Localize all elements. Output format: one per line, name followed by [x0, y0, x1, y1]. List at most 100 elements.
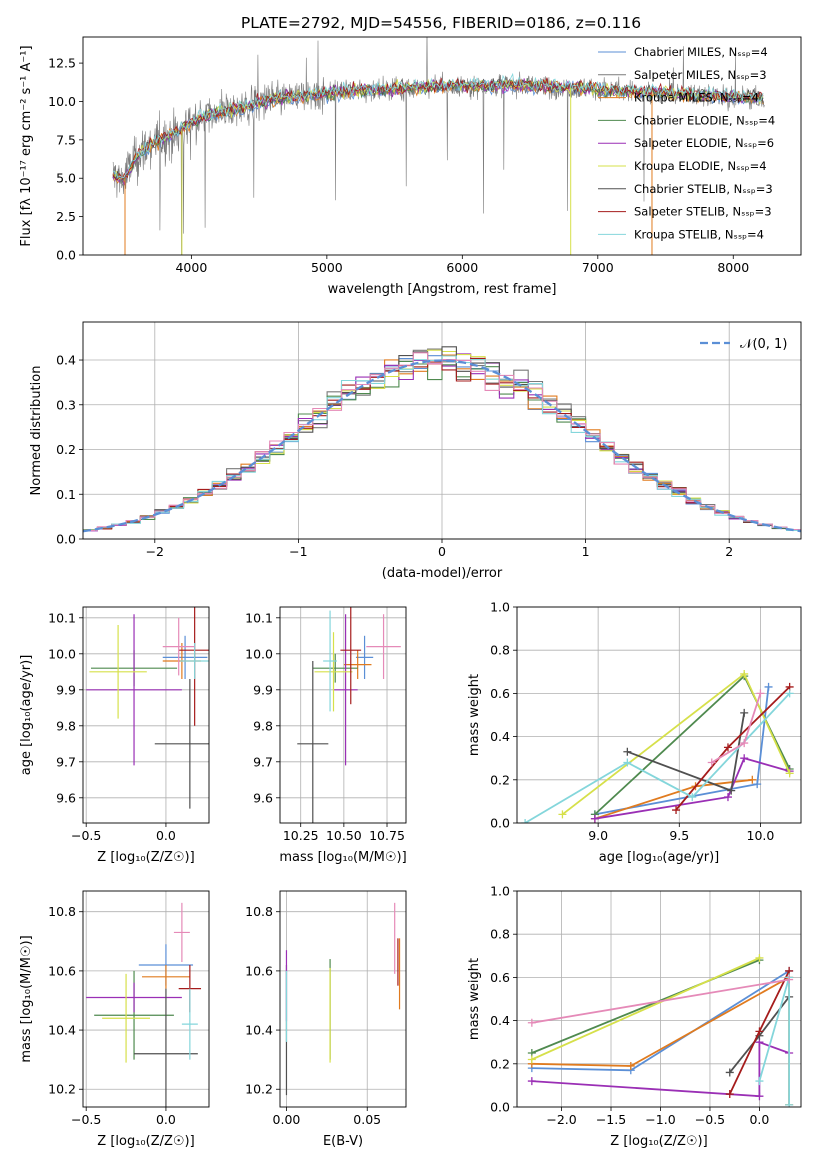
x-axis-label: E(B-V) [323, 1134, 363, 1149]
x-axis-label: Z [log₁₀(Z/Z☉)] [97, 850, 194, 865]
x-tick-label: 0.05 [353, 1112, 381, 1127]
spectrum-model-krou_stelib [112, 72, 764, 179]
legend-entry: Kroupa ELODIE, Nₛₛₚ=4 [634, 159, 767, 173]
errorbar-point [180, 643, 209, 679]
errorbar-point [134, 988, 198, 1107]
weight-marker [707, 758, 716, 767]
errorbar-point [173, 902, 190, 963]
spectrum-model-salp_stelib [112, 77, 764, 181]
x-tick-label: 0.0 [749, 1112, 769, 1127]
histogram-salp_stelib [83, 357, 801, 531]
plot-area [527, 953, 794, 1107]
weight-marker [753, 780, 762, 789]
x-tick-label: 0.0 [156, 828, 176, 843]
x-tick-label: 4000 [175, 260, 207, 275]
y-tick-label: 9.6 [56, 790, 76, 805]
legend-entry: Salpeter STELIB, Nₛₛₚ=3 [634, 205, 772, 219]
weight-marker [723, 743, 732, 752]
plot-area [112, 37, 765, 255]
x-axis-label: Z [log₁₀(Z/Z☉)] [97, 1134, 194, 1149]
x-tick-label: 1 [582, 544, 590, 559]
legend-entry: Chabrier MILES, Nₛₛₚ=4 [634, 45, 768, 59]
plot-area [297, 607, 401, 823]
weight-line-chab_miles [594, 686, 770, 816]
axes-age_vs_Z: −0.5 0.0 9.6 9.7 9.8 9.9 10.0 10.1 Z [log₁₀(Z/Z☉… [19, 606, 210, 865]
y-tick-label: 9.9 [56, 682, 76, 697]
weight-marker [725, 1068, 734, 1077]
axes-frame [516, 890, 802, 1108]
x-axis-label: age [log₁₀(age/yr)] [599, 850, 720, 865]
weight-line-extra_pink [531, 978, 790, 1024]
axes-frame [516, 606, 802, 824]
axes-frame [82, 36, 802, 256]
weight-marker [755, 1077, 764, 1086]
x-tick-label: 10.75 [369, 828, 405, 843]
errorbar-point [86, 614, 182, 766]
weight-marker [521, 819, 530, 823]
x-tick-label: 9.5 [669, 828, 689, 843]
y-tick-label: 0.2 [490, 772, 510, 787]
errorbar-point [340, 607, 362, 705]
plot-area [86, 607, 209, 809]
errorbar-point [154, 679, 209, 809]
y-tick-label: 0.2 [56, 442, 76, 457]
y-tick-label: 10.2 [48, 1082, 76, 1097]
errorbar-point [343, 650, 372, 679]
y-axis-label: mass weight [467, 674, 482, 756]
weight-marker [672, 806, 681, 815]
y-tick-label: 0.4 [490, 1013, 510, 1028]
weight-marker [723, 793, 732, 802]
plot-area [521, 669, 794, 823]
y-axis-label: Normed distribution [29, 366, 44, 496]
legend-entry: Salpeter ELODIE, Nₛₛₚ=6 [634, 136, 774, 150]
errorbar-point [366, 614, 401, 679]
axes-mass_vs_Z: −0.5 0.0 10.2 10.4 10.6 10.8 Z [log₁₀(Z/Z☉)] ma… [19, 890, 210, 1149]
weight-marker [740, 739, 749, 748]
y-tick-label: 9.7 [253, 754, 273, 769]
weight-marker [527, 1018, 536, 1027]
legend-entry: Kroupa MILES, Nₛₛₚ=4 [634, 91, 759, 105]
weight-line-salp_elodie [594, 757, 790, 820]
residual-legend: 𝒩(0, 1) [700, 337, 787, 352]
x-tick-label: −1.0 [645, 1112, 675, 1127]
weight-line-extra_pink [711, 693, 762, 764]
axes-mass_vs_ebv: 0.00 0.05 10.2 10.4 10.6 10.8 E(B-V) [245, 890, 407, 1149]
y-tick-label: 0.8 [490, 927, 510, 942]
weight-marker [623, 758, 632, 767]
y-tick-label: 9.8 [56, 718, 76, 733]
axes-frame [279, 606, 407, 824]
errorbar-point [142, 964, 190, 989]
y-tick-label: 10.1 [48, 610, 76, 625]
errorbar-point [355, 635, 374, 679]
y-tick-label: 0.6 [490, 970, 510, 985]
axes-weight_vs_Z: −2.0 −1.5 −1.0 −0.5 0.0 0.0 0.2 0.4 0.6 0.8 1.0 Z [… [467, 884, 802, 1149]
y-tick-label: 10.8 [48, 904, 76, 919]
y-axis-label: mass [log₁₀(M/M☉)] [19, 935, 34, 1062]
weight-marker [785, 1100, 794, 1107]
errorbar-point [333, 614, 358, 766]
weight-marker [748, 775, 757, 784]
weight-marker [764, 682, 773, 691]
x-tick-label: −0.5 [71, 1112, 101, 1127]
axes-residuals: −2 −1 0 1 2 0.0 0.1 0.2 0.3 0.4 (data-model)/error… [29, 321, 802, 581]
y-tick-label: 10.2 [245, 1082, 273, 1097]
normal-curve [83, 359, 801, 533]
x-tick-label: 0 [438, 544, 446, 559]
y-tick-label: 9.6 [253, 790, 273, 805]
axes-spectrum: 4000 5000 6000 7000 8000 0.0 2.5 5.0 7.5 10.0 12.5… [19, 36, 802, 297]
plot-area [86, 902, 202, 1107]
y-tick-label: 10.0 [48, 94, 76, 109]
y-axis-label: mass weight [467, 958, 482, 1040]
axes-age_vs_mass: 10.25 10.50 10.75 9.6 9.7 9.8 9.9 10.0 10.1 mass … [245, 606, 407, 865]
errorbar-point [314, 632, 353, 712]
y-tick-label: 9.7 [56, 754, 76, 769]
x-tick-label: −2.0 [546, 1112, 576, 1127]
axes-frame [279, 890, 407, 1108]
y-tick-label: 9.8 [253, 718, 273, 733]
errorbar-point [297, 661, 329, 823]
weight-marker [740, 669, 749, 678]
weight-marker [740, 708, 749, 717]
weight-marker [755, 953, 764, 962]
weight-line-salp_stelib [675, 686, 791, 811]
x-tick-label: 9.0 [588, 828, 608, 843]
